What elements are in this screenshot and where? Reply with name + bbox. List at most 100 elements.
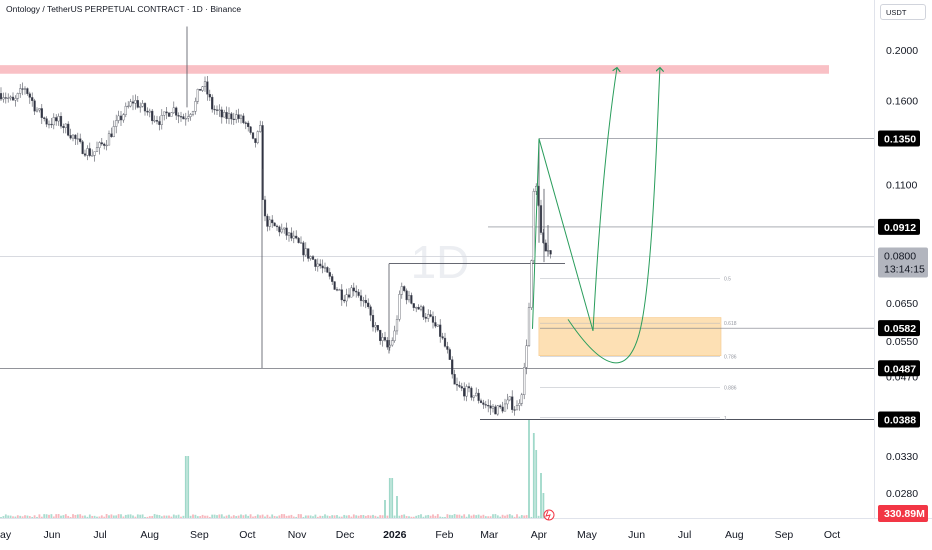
volume-bar [201, 514, 204, 518]
volume-bar [60, 515, 62, 518]
volume-bar [280, 514, 283, 518]
candle-body [83, 153, 87, 156]
price-axis-tick: 0.1100 [886, 180, 917, 192]
candle-body [398, 294, 401, 320]
volume-bar [62, 515, 65, 518]
countdown: 13:14:15 [884, 263, 925, 275]
volume-bar [206, 515, 209, 518]
candle-body [405, 290, 408, 301]
candle-body [439, 324, 442, 337]
volume-bar [117, 514, 120, 518]
volume-bar [295, 516, 298, 518]
projection-arrow-1 [592, 68, 617, 331]
candle-body [31, 97, 34, 101]
candle-body [115, 120, 118, 127]
volume-bar [410, 516, 413, 518]
candle-body [523, 367, 526, 396]
candle-body [544, 242, 547, 252]
volume-bar [24, 515, 26, 518]
candle-body [38, 108, 41, 111]
candle-body [184, 118, 187, 120]
candle-body [434, 322, 437, 327]
volume-bar [79, 514, 82, 518]
candle-body [357, 291, 360, 296]
candle-body [410, 295, 413, 304]
candle-body [62, 126, 65, 128]
candle-body [491, 406, 495, 409]
candle-body [100, 142, 103, 145]
volume-bar [55, 514, 58, 518]
candle-body [117, 115, 120, 121]
time-axis-tick: ay [0, 529, 12, 541]
candle-body [134, 100, 137, 104]
volume-bar [261, 514, 264, 518]
candle-body [177, 115, 180, 117]
volume-bar [374, 515, 377, 518]
volume-bar [98, 516, 101, 518]
volume-bar [448, 514, 451, 518]
candle-body [374, 325, 377, 328]
volume-bar [9, 515, 12, 518]
volume-bar [50, 514, 53, 518]
candle-body [249, 126, 252, 133]
candle-body [71, 134, 75, 139]
volume-bar [326, 515, 329, 518]
volume-bar [384, 500, 386, 518]
volume-bar [187, 456, 190, 518]
volume-bar [511, 515, 514, 518]
candle-body [355, 290, 358, 293]
candle-body [124, 105, 127, 115]
volume-bar [369, 515, 372, 518]
candle-body [463, 387, 466, 397]
volume-bar [288, 515, 290, 518]
volume-bar [362, 515, 365, 518]
time-axis-tick: Aug [140, 529, 159, 541]
volume-bar [328, 516, 331, 518]
volume-bar [266, 514, 269, 518]
candle-body [93, 151, 96, 156]
candle-body [395, 319, 399, 332]
candle-body [299, 242, 303, 244]
volume-bar [115, 515, 118, 518]
volume-bar [504, 515, 506, 518]
volume-bar [220, 514, 223, 518]
volume-bar [247, 515, 250, 518]
price-label-bg [878, 320, 920, 337]
volume-bar [429, 515, 432, 518]
volume-bar [93, 515, 96, 518]
volume-bar [26, 515, 29, 518]
volume-bar [482, 514, 485, 518]
volume-bar [259, 515, 262, 518]
volume-bar [69, 516, 72, 518]
candle-body [139, 105, 142, 108]
currency-button[interactable]: USDT [880, 4, 926, 20]
volume-bar [180, 516, 182, 518]
candle-body [35, 109, 39, 112]
volume-bar [153, 514, 156, 518]
candle-body [167, 112, 171, 117]
volume-bar [276, 516, 278, 518]
candle-body [247, 122, 250, 128]
volume-bar [175, 515, 178, 518]
price-label: 0.0388 [884, 414, 916, 426]
candle-body [323, 267, 327, 269]
time-axis-tick: Oct [239, 529, 255, 541]
volume-bar [28, 516, 31, 518]
volume-bar [177, 514, 180, 518]
symbol-title[interactable]: Ontology / TetherUS PERPETUAL CONTRACT ·… [6, 4, 242, 14]
volume-bar [218, 514, 221, 518]
candle-body [338, 289, 341, 291]
volume-bar [208, 516, 211, 518]
candle-body [340, 289, 343, 301]
volume-bar [268, 516, 271, 518]
volume-bar [242, 515, 245, 518]
volume-bar [331, 515, 334, 518]
time-axis-tick: Oct [824, 529, 840, 541]
volume-bar [300, 514, 302, 518]
candle-body [503, 403, 507, 412]
volume-bar [321, 515, 324, 518]
candle-body [261, 125, 264, 201]
candle-body [311, 256, 315, 260]
volume-bar [19, 515, 22, 518]
